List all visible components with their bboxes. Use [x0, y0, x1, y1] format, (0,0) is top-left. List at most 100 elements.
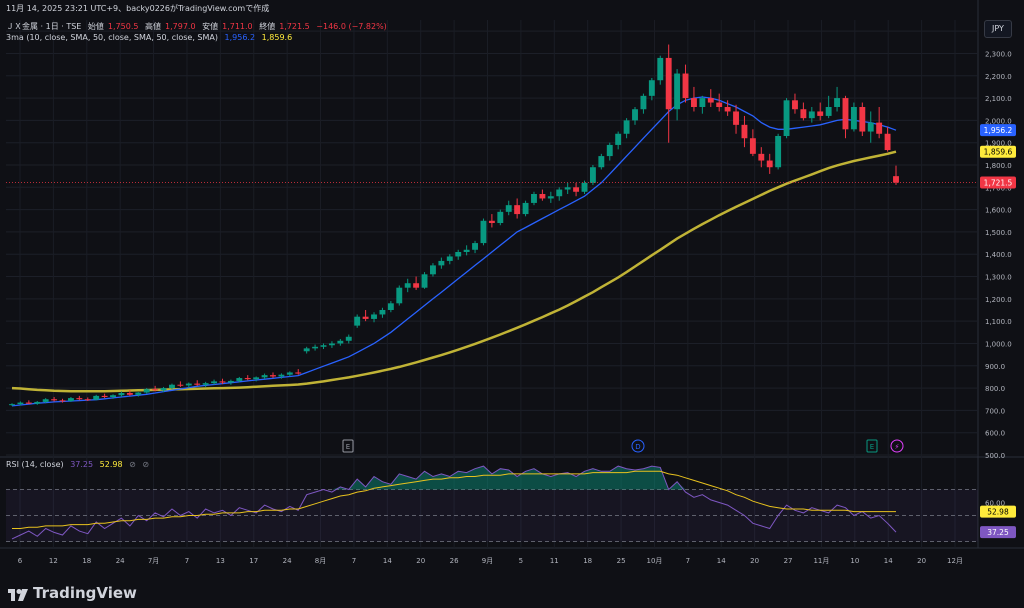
tradingview-logo[interactable]: TradingView — [8, 584, 137, 602]
candle-body — [531, 194, 537, 203]
price-tick-label: 1,500.0 — [985, 229, 1012, 237]
time-tick-label: 25 — [617, 557, 626, 565]
candle-body — [581, 182, 588, 192]
candle-body — [615, 133, 622, 145]
candle-body — [707, 98, 714, 103]
candle-body — [404, 283, 411, 288]
candle-body — [185, 383, 192, 386]
ma50-line — [11, 150, 897, 393]
candle-body — [850, 107, 857, 130]
candle-body — [463, 249, 470, 252]
candle-body — [497, 211, 504, 223]
hide-icon[interactable]: ⊘ — [129, 460, 136, 469]
candle-body — [211, 381, 218, 384]
candle-body — [219, 381, 226, 383]
ma10-line — [11, 96, 897, 407]
candle-body — [674, 73, 681, 110]
price-tick-label: 800.0 — [985, 385, 1005, 393]
candle-body — [152, 389, 159, 391]
candle-body — [379, 310, 386, 315]
candle-body — [160, 388, 167, 391]
time-tick-label: 7 — [185, 557, 189, 565]
rsi-ma-line — [12, 470, 896, 529]
candle-body — [270, 375, 276, 377]
candle-body — [320, 345, 327, 347]
candle-body — [59, 400, 66, 402]
earnings-marker-shape — [866, 439, 878, 453]
rsi-legend-value: 37.25 — [70, 460, 94, 469]
time-tick-label: 14 — [383, 557, 392, 565]
candle-body — [783, 100, 790, 136]
time-tick-label: 20 — [416, 557, 425, 565]
candle-body — [893, 176, 899, 183]
earnings-marker: E — [870, 443, 874, 451]
candle-body — [522, 202, 529, 215]
candle-body — [589, 167, 596, 183]
candle-body — [648, 80, 655, 96]
ma-legend[interactable]: 3ma (10, close, SMA, 50, close, SMA, 50,… — [6, 33, 296, 42]
open-value: 1,750.5 — [107, 22, 139, 31]
rsi-legend[interactable]: RSI (14, close) 37.25 52.98 ⊘ ⊘ — [6, 460, 153, 469]
low-value: 1,711.0 — [222, 22, 253, 31]
candle-body — [413, 283, 420, 288]
time-tick-label: 20 — [750, 557, 759, 565]
candle-body — [480, 220, 487, 244]
candle-body — [421, 274, 428, 288]
candle-body — [312, 346, 319, 349]
price-tick-label: 2,200.0 — [985, 73, 1012, 81]
rsi-tick-label: 60.00 — [985, 500, 1005, 508]
time-tick-label: 14 — [884, 557, 893, 565]
candle-body — [177, 384, 184, 386]
time-tick-label: 11 — [550, 557, 559, 565]
price-tick-label: 2,300.0 — [985, 50, 1012, 58]
price-tick-label: 1,100.0 — [985, 318, 1012, 326]
ma50-legend-value: 1,859.6 — [261, 33, 293, 42]
ma50-price-label: 1,859.6 — [984, 148, 1013, 157]
candle-body — [665, 57, 672, 110]
candle-body — [446, 256, 453, 261]
open-label: 始値 — [87, 22, 104, 31]
currency-button[interactable]: JPY — [984, 20, 1012, 38]
time-tick-label: 8月 — [315, 557, 326, 565]
time-tick-label: 27 — [784, 557, 793, 565]
candle-body — [623, 120, 630, 134]
candle-body — [303, 348, 310, 352]
candle-body — [598, 156, 605, 168]
lightning-icon: ⚡ — [895, 443, 900, 451]
time-tick-label: 7 — [352, 557, 356, 565]
ma-label: 3ma (10, close, SMA, 50, close, SMA, 50,… — [6, 33, 218, 42]
rsi-ma-legend-value: 52.98 — [99, 460, 123, 469]
time-tick-label: 5 — [519, 557, 523, 565]
last-price-label-bg — [980, 176, 1016, 189]
candle-body — [842, 98, 849, 130]
candle-body — [514, 205, 521, 215]
price-tick-label: 1,800.0 — [985, 162, 1012, 170]
candle-body — [84, 399, 91, 401]
rsi-line — [11, 465, 897, 540]
candle-body — [716, 102, 723, 107]
price-tick-label: 1,000.0 — [985, 340, 1012, 348]
candle-body — [699, 98, 706, 107]
candle-body — [169, 384, 175, 389]
time-tick-label: 7月 — [148, 557, 159, 565]
time-tick-label: 13 — [216, 557, 225, 565]
time-tick-label: 11月 — [813, 557, 829, 565]
candle-body — [488, 220, 495, 223]
dividend-marker-shape — [631, 439, 645, 453]
candle-body — [67, 398, 74, 402]
candle-body — [261, 375, 268, 378]
candle-body — [337, 340, 344, 344]
candle-body — [438, 260, 445, 266]
price-tick-label: 1,400.0 — [985, 251, 1012, 259]
ma10-legend-value: 1,956.2 — [224, 33, 256, 42]
time-tick-label: 10月 — [647, 557, 663, 565]
candle-body — [800, 109, 807, 119]
price-tick-label: 1,600.0 — [985, 207, 1012, 215]
candle-body — [101, 395, 108, 397]
candle-body — [9, 404, 15, 406]
time-tick-label: 18 — [82, 557, 91, 565]
settings-icon[interactable]: ⊘ — [142, 460, 150, 469]
earnings-marker: E — [346, 443, 350, 451]
rsi-ma-price-label-bg — [980, 505, 1016, 518]
